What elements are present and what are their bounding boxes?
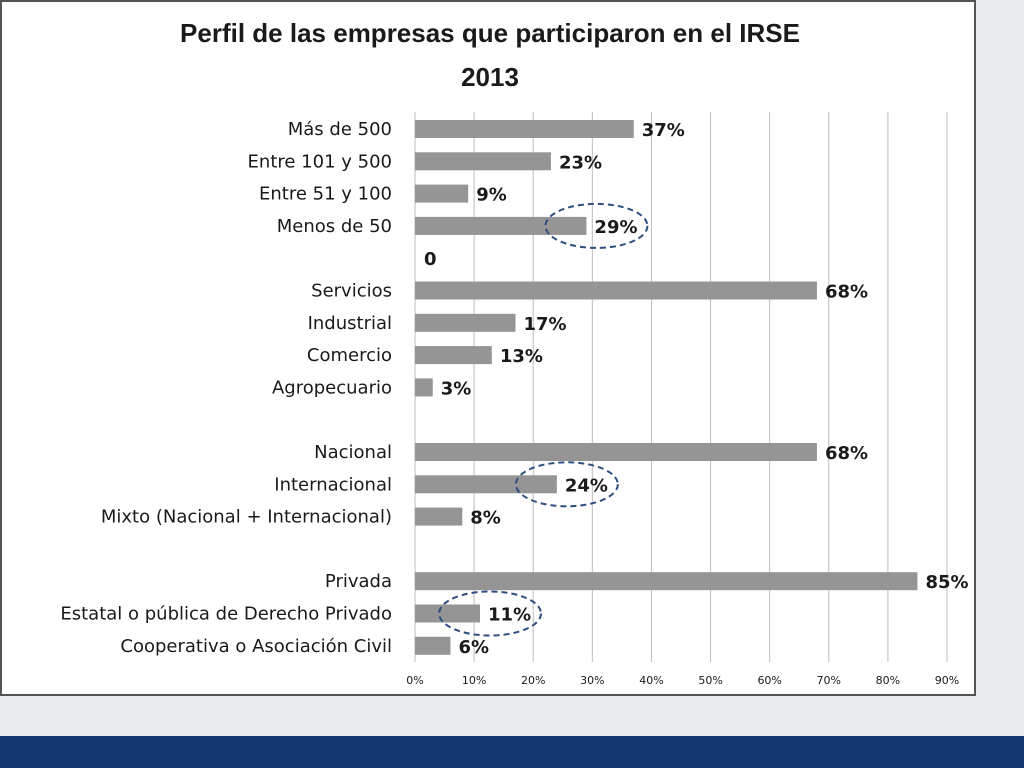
category-label: Nacional [314,442,392,463]
highlight-ellipses [438,202,649,637]
data-label: 8% [470,508,501,529]
category-label: Industrial [308,313,392,334]
data-label: 68% [825,282,868,303]
category-label: Menos de 50 [277,216,392,237]
category-label: Internacional [274,474,392,495]
x-tick-label: 70% [817,674,841,687]
x-tick-label: 80% [876,674,900,687]
category-label: Mixto (Nacional + Internacional) [101,507,392,528]
highlight-ellipse [514,461,619,508]
bar [415,507,463,526]
bar [415,378,433,397]
data-label: 17% [523,314,566,335]
data-label: 23% [559,152,602,173]
category-label: Agropecuario [272,377,392,398]
bar [415,152,551,171]
highlight-ellipse [438,590,543,637]
x-axis-ticks: 0% 10% 20% 30% 40% 50% 60% 70% 80% 90% [406,674,959,687]
category-label: Servicios [311,281,392,302]
data-label: 3% [441,378,472,399]
data-label: 85% [925,572,968,593]
value-labels: 37% 23% 9% 29% 0 68% 17% 13% 3% 68% 24% 8% 85% 11% 6% [424,120,969,658]
bar [415,636,451,655]
category-label: Más de 500 [288,119,392,140]
data-label: 9% [476,185,507,206]
bars [415,120,918,655]
bar [415,184,469,203]
x-tick-label: 50% [698,674,722,687]
x-tick-label: 10% [462,674,486,687]
bar [415,120,634,138]
data-label: 68% [825,443,868,464]
category-label: Entre 51 y 100 [259,184,392,205]
chart-frame: Perfil de las empresas que participaron … [0,0,976,696]
x-tick-label: 60% [757,674,781,687]
bar [415,475,557,494]
data-label: 6% [458,637,489,658]
x-tick-label: 30% [580,674,604,687]
x-tick-label: 90% [935,674,959,687]
data-label: 11% [488,605,531,626]
bar [415,281,817,300]
bar [415,572,918,591]
bar [415,346,492,365]
data-label: 24% [565,475,608,496]
category-label: Comercio [307,345,392,366]
category-label: Privada [325,571,392,592]
data-label: 37% [642,120,685,141]
bar [415,313,516,332]
bar [415,604,481,623]
highlight-ellipse [544,202,649,249]
x-tick-label: 40% [639,674,663,687]
x-tick-label: 20% [521,674,545,687]
chart-title-line-1: Perfil de las empresas que participaron … [180,18,800,48]
footer-band [0,736,1024,768]
data-label: 0 [424,249,437,270]
chart-title-line-2: 2013 [461,62,519,92]
data-label: 13% [500,346,543,367]
category-label: Cooperativa o Asociación Civil [120,636,392,657]
category-label: Entre 101 y 500 [248,151,392,172]
x-tick-label: 0% [406,674,423,687]
data-label: 29% [594,217,637,238]
category-label: Estatal o pública de Derecho Privado [60,604,392,625]
category-labels: Más de 500 Entre 101 y 500 Entre 51 y 100 M… [60,119,392,657]
bar [415,443,817,461]
bar-chart: Perfil de las empresas que participaron … [60,18,969,687]
bar [415,216,587,235]
